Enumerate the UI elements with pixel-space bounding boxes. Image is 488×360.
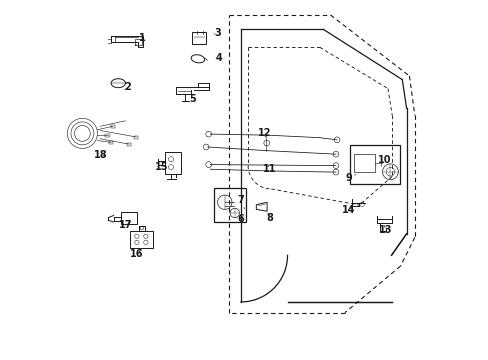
Circle shape xyxy=(135,240,139,244)
Circle shape xyxy=(168,165,173,170)
Bar xyxy=(135,39,142,45)
Bar xyxy=(353,154,375,172)
Circle shape xyxy=(203,144,208,150)
Text: 16: 16 xyxy=(130,248,143,258)
Bar xyxy=(110,125,115,129)
Bar xyxy=(129,231,153,248)
Ellipse shape xyxy=(191,55,204,63)
Circle shape xyxy=(230,208,239,218)
Bar xyxy=(127,143,131,146)
Circle shape xyxy=(333,137,339,143)
Circle shape xyxy=(205,162,211,167)
Bar xyxy=(191,32,206,44)
Circle shape xyxy=(140,226,143,230)
Bar xyxy=(121,212,137,224)
Circle shape xyxy=(332,163,338,168)
Bar xyxy=(349,145,400,184)
Text: 14: 14 xyxy=(341,206,354,216)
Circle shape xyxy=(359,202,364,207)
Text: 18: 18 xyxy=(93,150,107,160)
Bar xyxy=(134,136,138,139)
Bar xyxy=(109,141,113,144)
Ellipse shape xyxy=(111,79,125,87)
FancyBboxPatch shape xyxy=(164,152,180,174)
Circle shape xyxy=(135,234,139,238)
Text: 4: 4 xyxy=(216,53,223,63)
Circle shape xyxy=(168,157,173,162)
Text: 17: 17 xyxy=(119,220,132,230)
Text: 12: 12 xyxy=(257,129,270,138)
Text: 5: 5 xyxy=(185,94,196,104)
Text: 2: 2 xyxy=(124,82,131,93)
Text: 3: 3 xyxy=(214,28,221,38)
Text: 6: 6 xyxy=(237,215,244,224)
Bar xyxy=(214,188,246,222)
Circle shape xyxy=(143,240,148,244)
Bar xyxy=(105,134,109,137)
Text: 10: 10 xyxy=(377,155,390,165)
Text: 11: 11 xyxy=(263,164,276,174)
Text: 13: 13 xyxy=(379,225,392,235)
Text: 9: 9 xyxy=(345,173,355,183)
Circle shape xyxy=(332,151,338,157)
Circle shape xyxy=(332,169,338,175)
Text: 7: 7 xyxy=(237,195,244,209)
Circle shape xyxy=(386,167,394,176)
Circle shape xyxy=(264,140,269,146)
Text: 1: 1 xyxy=(135,33,145,45)
Text: 15: 15 xyxy=(154,162,168,172)
Polygon shape xyxy=(256,202,266,211)
Text: 8: 8 xyxy=(265,213,272,222)
Circle shape xyxy=(205,131,211,137)
Circle shape xyxy=(143,234,148,238)
Circle shape xyxy=(382,164,398,180)
